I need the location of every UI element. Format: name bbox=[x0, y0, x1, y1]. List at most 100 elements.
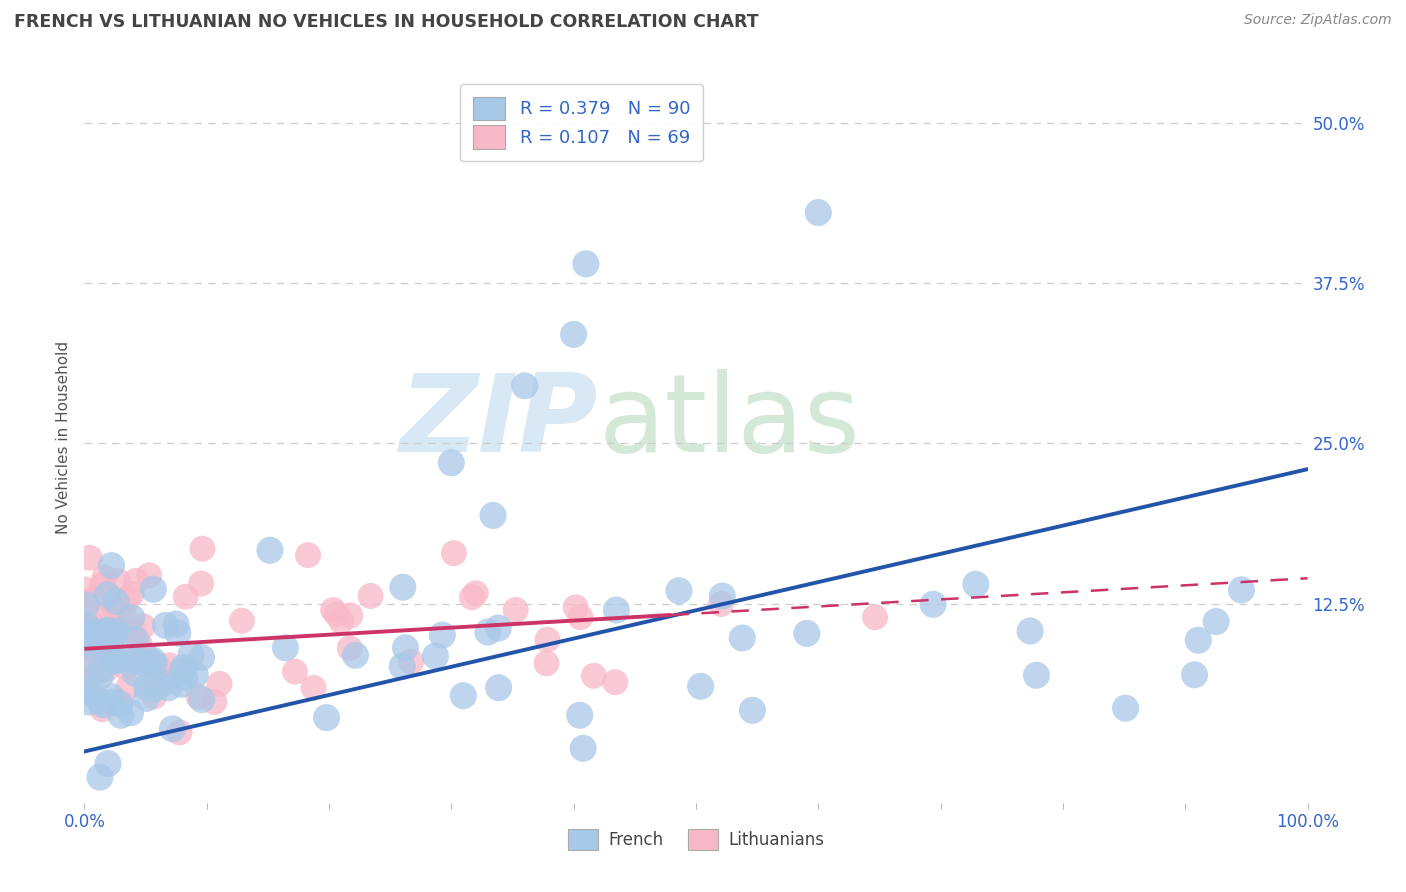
Point bbox=[1187, 633, 1209, 648]
Point bbox=[605, 675, 627, 690]
Point bbox=[443, 546, 465, 560]
Point bbox=[863, 610, 886, 624]
Point bbox=[82, 637, 104, 651]
Point bbox=[80, 623, 103, 637]
Point bbox=[121, 610, 143, 624]
Point bbox=[93, 570, 115, 584]
Point bbox=[128, 636, 150, 650]
Point bbox=[486, 621, 509, 635]
Point bbox=[152, 676, 174, 690]
Y-axis label: No Vehicles in Household: No Vehicles in Household bbox=[56, 341, 72, 533]
Point bbox=[97, 624, 120, 638]
Point bbox=[568, 708, 591, 723]
Point bbox=[741, 703, 763, 717]
Point bbox=[605, 603, 627, 617]
Point bbox=[125, 574, 148, 588]
Point bbox=[91, 646, 114, 660]
Point bbox=[170, 677, 193, 691]
Point bbox=[89, 770, 111, 784]
Point bbox=[124, 654, 146, 668]
Point bbox=[344, 648, 367, 663]
Point bbox=[143, 690, 166, 704]
Point bbox=[157, 681, 180, 695]
Point bbox=[90, 637, 112, 651]
Point bbox=[360, 589, 382, 603]
Point bbox=[731, 631, 754, 645]
Point bbox=[79, 615, 101, 630]
Point bbox=[315, 710, 337, 724]
Point bbox=[1184, 668, 1206, 682]
Point bbox=[104, 624, 127, 638]
Point bbox=[231, 614, 253, 628]
Point bbox=[108, 697, 131, 711]
Point bbox=[90, 663, 112, 677]
Point bbox=[482, 508, 505, 523]
Point bbox=[138, 568, 160, 582]
Point bbox=[172, 661, 194, 675]
Point bbox=[90, 637, 112, 651]
Point bbox=[132, 645, 155, 659]
Point bbox=[124, 666, 146, 681]
Point bbox=[101, 695, 124, 709]
Point bbox=[97, 756, 120, 771]
Point bbox=[139, 655, 162, 669]
Point bbox=[391, 659, 413, 673]
Point bbox=[339, 608, 361, 623]
Point bbox=[1019, 624, 1042, 638]
Point bbox=[117, 680, 139, 694]
Point bbox=[172, 664, 194, 678]
Point bbox=[82, 624, 104, 639]
Point bbox=[129, 655, 152, 669]
Point bbox=[425, 648, 447, 663]
Point bbox=[807, 205, 830, 219]
Point bbox=[120, 706, 142, 720]
Point bbox=[325, 607, 347, 621]
Point bbox=[392, 580, 415, 594]
Point bbox=[488, 681, 510, 695]
Point bbox=[80, 655, 103, 669]
Point bbox=[394, 640, 416, 655]
Point bbox=[564, 600, 586, 615]
Point bbox=[135, 680, 157, 694]
Point bbox=[165, 617, 187, 632]
Point bbox=[97, 623, 120, 637]
Point bbox=[105, 595, 128, 609]
Point bbox=[453, 689, 475, 703]
Point bbox=[91, 702, 114, 716]
Point bbox=[965, 577, 987, 591]
Point bbox=[399, 655, 422, 669]
Point bbox=[96, 624, 118, 639]
Point bbox=[330, 614, 353, 628]
Point bbox=[922, 597, 945, 611]
Point bbox=[569, 610, 592, 624]
Point bbox=[86, 607, 108, 622]
Point bbox=[582, 669, 605, 683]
Point bbox=[143, 681, 166, 696]
Point bbox=[464, 586, 486, 600]
Point bbox=[117, 591, 139, 606]
Point bbox=[100, 690, 122, 704]
Point bbox=[668, 583, 690, 598]
Point bbox=[562, 327, 585, 342]
Point bbox=[110, 696, 132, 710]
Point bbox=[98, 624, 121, 638]
Point bbox=[135, 691, 157, 706]
Point bbox=[103, 654, 125, 668]
Point bbox=[90, 669, 112, 683]
Point bbox=[75, 618, 97, 632]
Point bbox=[105, 621, 128, 635]
Point bbox=[107, 574, 129, 588]
Point bbox=[572, 741, 595, 756]
Text: Source: ZipAtlas.com: Source: ZipAtlas.com bbox=[1244, 13, 1392, 28]
Point bbox=[536, 657, 558, 671]
Point bbox=[322, 603, 344, 617]
Point bbox=[440, 456, 463, 470]
Point bbox=[190, 692, 212, 706]
Point bbox=[1115, 701, 1137, 715]
Point bbox=[80, 673, 103, 687]
Point bbox=[112, 603, 135, 617]
Legend: French, Lithuanians: French, Lithuanians bbox=[561, 822, 831, 856]
Point bbox=[96, 662, 118, 676]
Point bbox=[155, 618, 177, 632]
Point bbox=[191, 541, 214, 556]
